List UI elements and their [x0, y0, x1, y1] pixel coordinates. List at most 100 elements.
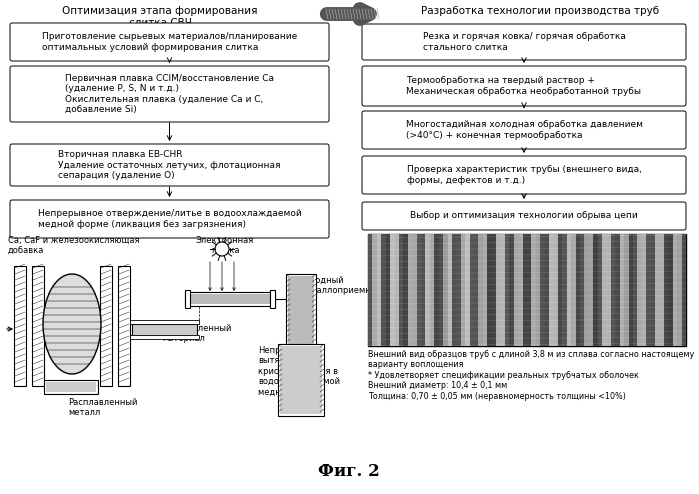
Text: Вторичная плавка EB-CHR
Удаление остаточных летучих, флотационная
сепарация (уда: Вторичная плавка EB-CHR Удаление остаточ… — [58, 150, 281, 180]
Bar — [510, 234, 514, 346]
FancyBboxPatch shape — [362, 111, 686, 149]
Bar — [403, 234, 408, 346]
Bar — [655, 234, 659, 346]
Bar — [505, 234, 510, 346]
Bar — [394, 234, 399, 346]
Bar — [624, 234, 628, 346]
Bar — [487, 234, 491, 346]
Bar — [417, 234, 421, 346]
Bar — [589, 234, 593, 346]
Text: Выбор и оптимизация технологии обрыва цепи: Выбор и оптимизация технологии обрыва це… — [410, 211, 638, 220]
Text: Электронная
пушка: Электронная пушка — [196, 236, 254, 255]
Bar — [118, 266, 130, 386]
Bar — [562, 234, 567, 346]
Bar — [575, 234, 580, 346]
Bar — [500, 234, 505, 346]
Bar — [598, 234, 602, 346]
FancyBboxPatch shape — [10, 23, 329, 61]
Bar — [567, 234, 571, 346]
Text: Разработка технологии производства труб: Разработка технологии производства труб — [421, 6, 659, 16]
Text: Приготовление сырьевых материалов/планирование
оптимальных условий формирования : Приготовление сырьевых материалов/планир… — [42, 32, 297, 52]
Bar — [523, 234, 527, 346]
Bar — [593, 234, 598, 346]
Bar — [682, 234, 686, 346]
FancyBboxPatch shape — [10, 200, 329, 238]
Bar — [443, 234, 447, 346]
Text: Непрерывное отверждение/литье в водоохлаждаемой
медной форме (ликвация без загря: Непрерывное отверждение/литье в водоохла… — [38, 209, 301, 229]
Bar — [386, 234, 390, 346]
Bar — [278, 344, 324, 416]
Bar — [668, 234, 672, 346]
Bar — [571, 234, 575, 346]
Bar — [584, 234, 589, 346]
Bar — [408, 234, 412, 346]
Bar — [456, 234, 461, 346]
Bar — [399, 234, 403, 346]
Text: Термообработка на твердый раствор +
Механическая обработка необработанной трубы: Термообработка на твердый раствор + Меха… — [407, 76, 642, 96]
Bar — [46, 382, 96, 392]
Bar — [628, 234, 633, 346]
Bar — [390, 234, 394, 346]
Text: Фиг. 2: Фиг. 2 — [318, 463, 380, 480]
Bar — [270, 290, 275, 308]
Bar — [491, 234, 496, 346]
Bar — [607, 234, 611, 346]
Bar — [651, 234, 655, 346]
Bar — [412, 234, 417, 346]
Text: Расплавленный
материал: Расплавленный материал — [162, 324, 231, 343]
Bar — [474, 234, 478, 346]
Bar — [514, 234, 518, 346]
Bar — [188, 294, 272, 304]
Bar — [545, 234, 549, 346]
Bar — [421, 234, 426, 346]
Bar — [465, 234, 470, 346]
Text: Оптимизация этапа формирования
слитка СВЧ: Оптимизация этапа формирования слитка СВ… — [62, 6, 258, 28]
Bar — [44, 380, 98, 394]
Bar — [373, 234, 377, 346]
Bar — [132, 324, 197, 336]
Bar — [483, 234, 487, 346]
Bar — [672, 234, 677, 346]
Bar — [527, 234, 531, 346]
Bar — [430, 234, 434, 346]
Bar — [615, 234, 620, 346]
Bar — [452, 234, 456, 346]
Bar — [377, 234, 381, 346]
FancyBboxPatch shape — [10, 66, 329, 122]
Bar — [558, 234, 562, 346]
Circle shape — [215, 242, 229, 256]
Bar — [130, 320, 199, 324]
Bar — [659, 234, 664, 346]
Bar — [580, 234, 584, 346]
Bar — [664, 234, 668, 346]
Bar — [611, 234, 615, 346]
FancyBboxPatch shape — [362, 66, 686, 106]
Bar — [620, 234, 624, 346]
Bar — [368, 234, 373, 346]
FancyBboxPatch shape — [10, 144, 329, 186]
Bar — [32, 266, 44, 386]
Bar — [381, 234, 386, 346]
Bar — [100, 266, 112, 386]
Bar — [647, 234, 651, 346]
FancyBboxPatch shape — [362, 202, 686, 230]
Bar — [602, 234, 607, 346]
Text: Многостадийная холодная обработка давлением
(>40°C) + конечная термообработка: Многостадийная холодная обработка давлен… — [405, 121, 642, 140]
Bar — [434, 234, 439, 346]
Bar — [518, 234, 523, 346]
Bar — [554, 234, 558, 346]
Bar — [478, 234, 483, 346]
Ellipse shape — [43, 274, 101, 374]
Bar — [185, 292, 275, 306]
Bar — [549, 234, 554, 346]
Bar — [439, 234, 443, 346]
Text: Ca, CaF и железоокисляющая
добавка: Ca, CaF и железоокисляющая добавка — [8, 236, 140, 255]
Bar — [642, 234, 647, 346]
Bar — [14, 266, 26, 386]
Text: Проверка характеристик трубы (внешнего вида,
формы, дефектов и т.д.): Проверка характеристик трубы (внешнего в… — [407, 165, 642, 185]
Bar — [130, 335, 199, 339]
Bar — [185, 290, 190, 308]
Bar — [677, 234, 682, 346]
Bar — [461, 234, 465, 346]
Bar — [426, 234, 430, 346]
